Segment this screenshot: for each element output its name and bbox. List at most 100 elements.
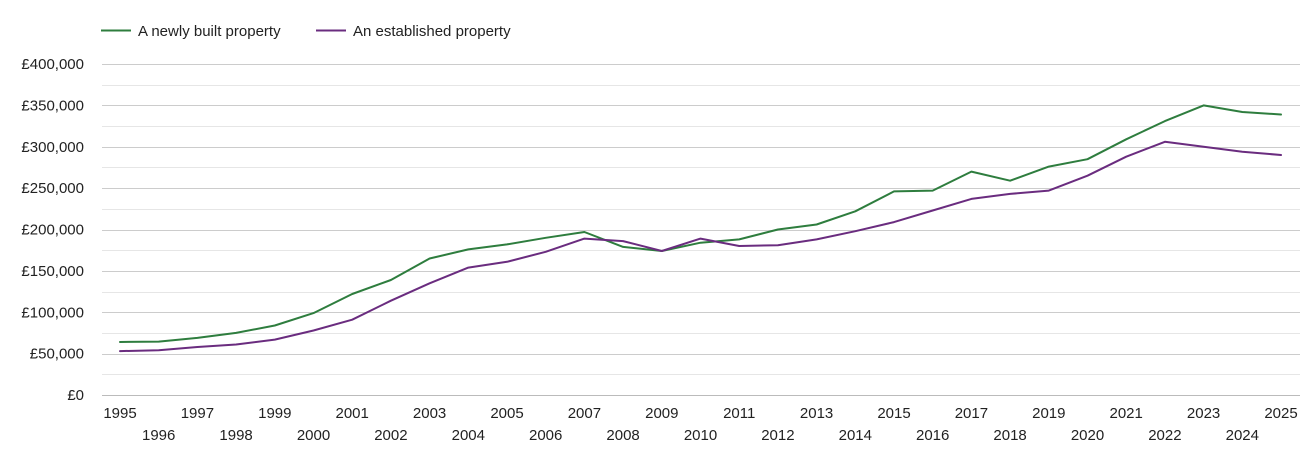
data-point	[389, 299, 393, 303]
x-tick-label: 2020	[1071, 427, 1104, 444]
data-point	[1047, 189, 1051, 193]
data-point	[776, 228, 780, 232]
data-point	[582, 230, 586, 234]
x-tick-label: 2016	[916, 427, 949, 444]
data-point	[544, 236, 548, 240]
data-point	[853, 209, 857, 213]
data-point	[234, 343, 238, 347]
series-lines	[118, 103, 1283, 353]
data-point	[776, 243, 780, 247]
series-line-new-build	[119, 104, 1282, 343]
x-tick-label: 2001	[336, 405, 369, 422]
y-tick-label: £300,000	[21, 139, 84, 156]
data-point	[1086, 157, 1090, 161]
x-tick-label: 1999	[258, 405, 291, 422]
x-tick-label: 2024	[1226, 427, 1259, 444]
x-tick-label: 1996	[142, 427, 175, 444]
legend-label: A newly built property	[138, 23, 281, 40]
data-point	[505, 242, 509, 246]
data-point	[118, 340, 122, 344]
x-tick-label: 2011	[723, 405, 755, 422]
data-point	[815, 223, 819, 227]
y-tick-label: £100,000	[21, 304, 84, 321]
data-point	[1163, 119, 1167, 123]
x-tick-label: 2012	[761, 427, 794, 444]
data-point	[660, 249, 664, 253]
data-point	[582, 237, 586, 241]
x-tick-label: 2005	[490, 405, 523, 422]
x-tick-label: 2009	[645, 405, 678, 422]
x-tick-label: 2008	[606, 427, 639, 444]
data-point	[931, 208, 935, 212]
data-point	[621, 239, 625, 243]
data-point	[1279, 112, 1283, 116]
data-point	[350, 318, 354, 322]
data-point	[1124, 155, 1128, 159]
y-tick-label: £350,000	[21, 97, 84, 114]
data-point	[273, 323, 277, 327]
x-tick-label: 2018	[993, 427, 1026, 444]
data-point	[428, 256, 432, 260]
x-tick-label: 2019	[1032, 405, 1065, 422]
y-tick-label: £250,000	[21, 180, 84, 197]
data-point	[118, 349, 122, 353]
data-point	[273, 338, 277, 342]
x-tick-label: 2004	[452, 427, 485, 444]
x-tick-label: 2023	[1187, 405, 1220, 422]
data-point	[892, 220, 896, 224]
y-tick-label: £400,000	[21, 56, 84, 73]
x-tick-label: 2021	[1110, 405, 1143, 422]
data-point	[699, 241, 703, 245]
data-point	[157, 348, 161, 352]
data-point	[1202, 145, 1206, 149]
data-point	[931, 189, 935, 193]
x-tick-label: 2015	[877, 405, 910, 422]
data-point	[195, 345, 199, 349]
data-point	[737, 244, 741, 248]
x-tick-label: 2006	[529, 427, 562, 444]
data-point	[312, 311, 316, 315]
x-tick-label: 2022	[1148, 427, 1181, 444]
legend: A newly built property An established pro…	[101, 23, 511, 40]
data-point	[699, 237, 703, 241]
y-axis: £0 £50,000 £100,000 £150,000 £200,000 £250,00…	[21, 56, 84, 404]
data-point	[737, 237, 741, 241]
data-point	[1047, 165, 1051, 169]
data-point	[892, 189, 896, 193]
data-point	[234, 331, 238, 335]
x-tick-label: 2010	[684, 427, 717, 444]
x-tick-label: 1995	[103, 405, 136, 422]
data-point	[969, 170, 973, 174]
data-point	[1163, 140, 1167, 144]
legend-label: An established property	[353, 23, 511, 40]
data-point	[1086, 174, 1090, 178]
x-tick-label: 2002	[374, 427, 407, 444]
data-point	[1008, 179, 1012, 183]
data-point	[428, 281, 432, 285]
x-tick-label: 1998	[219, 427, 252, 444]
x-tick-label: 2017	[955, 405, 988, 422]
data-point	[466, 247, 470, 251]
data-point	[350, 292, 354, 296]
data-point	[544, 250, 548, 254]
series-line-established	[119, 140, 1282, 353]
data-point	[815, 237, 819, 241]
y-tick-label: £50,000	[30, 346, 84, 363]
y-tick-label: £0	[67, 387, 84, 404]
data-point	[1240, 150, 1244, 154]
data-point	[1279, 153, 1283, 157]
data-point	[1124, 137, 1128, 141]
data-point	[1008, 192, 1012, 196]
x-tick-label: 2013	[800, 405, 833, 422]
data-point	[621, 245, 625, 249]
data-point	[389, 278, 393, 282]
data-point	[466, 266, 470, 270]
x-tick-label: 2025	[1264, 405, 1297, 422]
grid-lines	[102, 64, 1300, 396]
data-point	[1202, 103, 1206, 107]
data-point	[853, 229, 857, 233]
x-tick-label: 2003	[413, 405, 446, 422]
x-tick-label: 2014	[839, 427, 872, 444]
